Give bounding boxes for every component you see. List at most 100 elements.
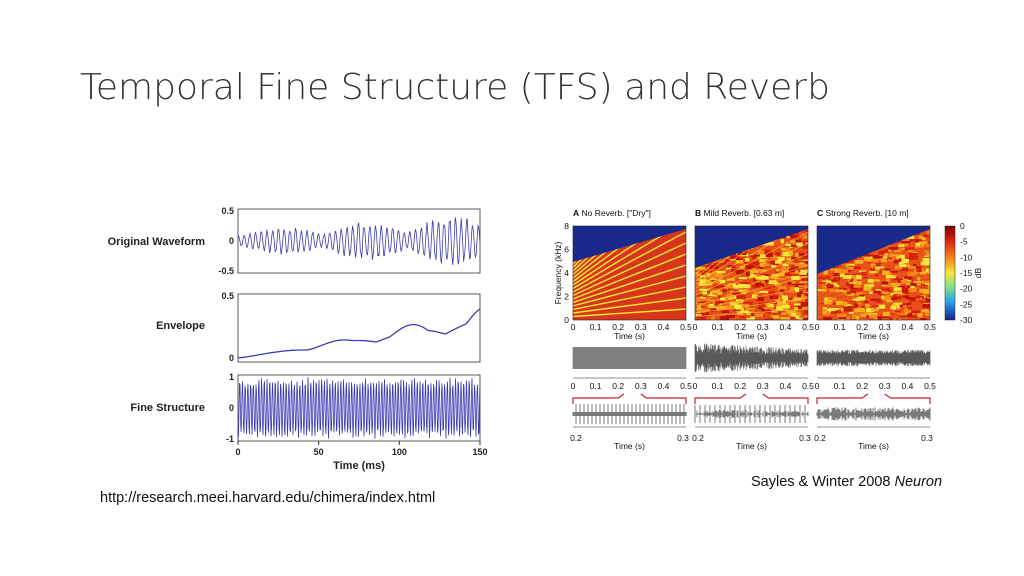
blotch — [782, 263, 789, 267]
blotch — [790, 317, 795, 319]
blotch — [787, 300, 798, 303]
blotch — [875, 288, 881, 291]
blotch — [796, 242, 803, 247]
y-tick-label: 0.5 — [221, 291, 234, 301]
blotch — [706, 273, 710, 277]
blotch — [884, 268, 891, 271]
colorbar-label: dB — [973, 267, 983, 278]
blotch — [919, 300, 929, 303]
blotch — [891, 254, 900, 257]
blotch — [908, 307, 912, 310]
panel-title: B Mild Reverb. [0.63 m] — [695, 208, 784, 218]
x-tick-label: 0.4 — [901, 381, 913, 391]
blotch — [705, 279, 711, 284]
blotch — [923, 233, 929, 238]
blotch — [860, 314, 866, 317]
blotch — [793, 296, 802, 301]
blotch — [709, 271, 718, 276]
blotch — [798, 285, 808, 288]
blotch — [777, 310, 782, 314]
x-tick-label: 0.1 — [834, 381, 846, 391]
blotch — [829, 288, 835, 292]
spectrogram — [695, 226, 808, 320]
blotch — [790, 264, 795, 268]
blotch — [898, 290, 906, 295]
blotch — [875, 266, 885, 269]
blotch — [718, 279, 726, 284]
blotch — [897, 319, 902, 320]
blotch — [753, 291, 760, 295]
x-tick-label: 0 — [815, 381, 820, 391]
blotch — [908, 252, 918, 256]
blotch — [759, 258, 769, 263]
blotch — [724, 258, 732, 263]
blotch — [767, 261, 777, 266]
blotch — [785, 276, 795, 279]
blotch — [795, 315, 800, 320]
blotch — [864, 255, 874, 257]
blotch — [798, 317, 805, 320]
x-tick-label: 0.3 — [879, 322, 891, 332]
blotch — [716, 270, 726, 274]
blotch — [894, 265, 903, 270]
blotch — [848, 311, 854, 314]
blotch — [907, 278, 911, 282]
blotch — [881, 295, 885, 299]
x-axis-label: Time (s) — [614, 331, 645, 341]
x-tick-label: 0.5 — [802, 381, 814, 391]
y-tick-label: -0.5 — [218, 266, 234, 276]
blotch — [805, 288, 808, 292]
blotch — [880, 287, 884, 291]
blotch — [712, 266, 717, 268]
harmonic — [573, 226, 589, 247]
blotch — [833, 275, 840, 278]
blotch — [891, 282, 901, 288]
blotch — [829, 279, 840, 282]
blotch — [764, 303, 770, 306]
blotch — [767, 303, 774, 308]
harmonic — [817, 231, 930, 293]
blotch — [907, 302, 912, 305]
blotch — [929, 233, 930, 236]
waveform — [237, 308, 481, 359]
harmonic — [573, 253, 686, 300]
blotch — [777, 257, 785, 261]
blotch — [737, 298, 742, 304]
blotch — [796, 311, 801, 316]
blotch — [855, 260, 864, 264]
blotch — [700, 296, 706, 299]
blotch — [908, 297, 916, 302]
x-tick-label: 0.2 — [692, 433, 704, 443]
blotch — [835, 308, 845, 312]
harmonic — [573, 226, 664, 286]
panel-frame — [572, 225, 687, 321]
blotch — [865, 308, 875, 312]
blotch — [846, 290, 852, 295]
blotch — [788, 291, 795, 293]
blotch — [791, 243, 800, 247]
blotch — [849, 280, 853, 283]
blotch — [708, 304, 715, 307]
y-tick-label: 0 — [564, 315, 569, 325]
x-tick-label: 0.4 — [657, 322, 669, 332]
blotch — [877, 316, 882, 320]
blotch — [826, 308, 836, 312]
blotch — [928, 294, 930, 299]
y-tick-label: 0 — [229, 403, 234, 413]
harmonic — [817, 297, 930, 314]
panel-title: C Strong Reverb. [10 m] — [817, 208, 909, 218]
blotch — [806, 251, 808, 256]
blotch — [718, 285, 728, 288]
blotch — [755, 276, 764, 280]
blotch — [772, 296, 779, 299]
blotch — [922, 304, 930, 308]
waveform — [694, 343, 809, 373]
blotch — [825, 276, 831, 280]
blotch — [731, 301, 740, 304]
blotch — [866, 313, 870, 318]
blotch — [740, 303, 750, 308]
blotch — [852, 266, 862, 270]
x-tick-label: 0.2 — [734, 322, 746, 332]
blotch — [881, 292, 889, 294]
